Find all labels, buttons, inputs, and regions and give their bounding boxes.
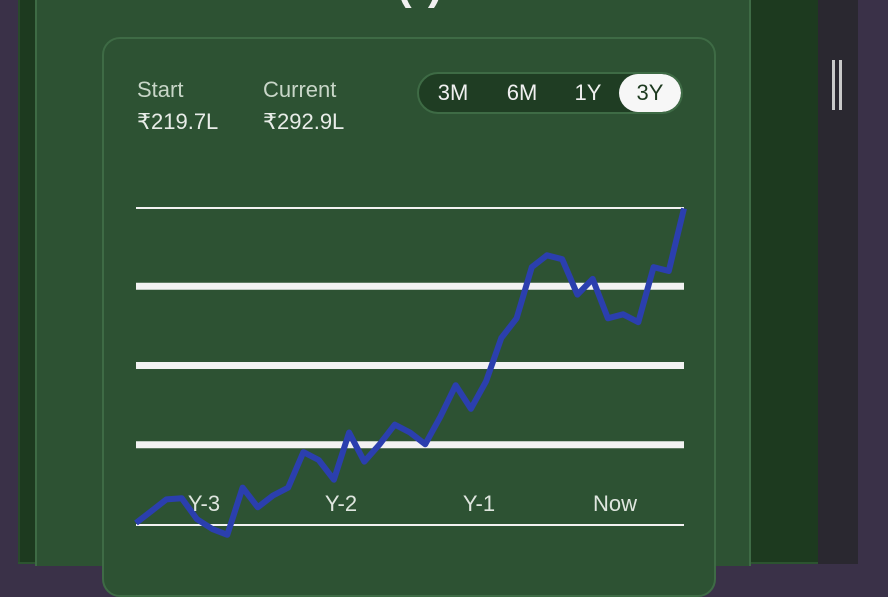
scroll-grip-icon[interactable] (832, 60, 842, 110)
x-tick-label: Y-1 (463, 491, 495, 516)
current-value: ₹292.9L (263, 109, 345, 134)
range-selector: 3M 6M 1Y 3Y (417, 72, 683, 114)
current-label: Current (263, 77, 337, 102)
x-tick-label: Y-2 (325, 491, 357, 516)
start-value: ₹219.7L (137, 109, 219, 134)
range-6m-button[interactable]: 6M (506, 80, 538, 105)
scrollbar[interactable] (818, 0, 858, 564)
range-1y-button[interactable]: 1Y (574, 80, 602, 105)
start-stat: Start ₹219.7L (137, 77, 218, 135)
x-tick-label: Y-3 (188, 491, 220, 516)
x-tick-label: Now (593, 491, 637, 516)
page-title: ( ) (397, 0, 445, 10)
series-line (134, 207, 687, 538)
line-chart: Y-3 Y-2 Y-1 Now (134, 207, 687, 538)
range-3y-button[interactable]: 3Y (619, 74, 681, 112)
start-label: Start (137, 77, 184, 102)
current-stat: Current ₹292.9L (263, 77, 344, 135)
range-3m-button[interactable]: 3M (437, 80, 469, 105)
